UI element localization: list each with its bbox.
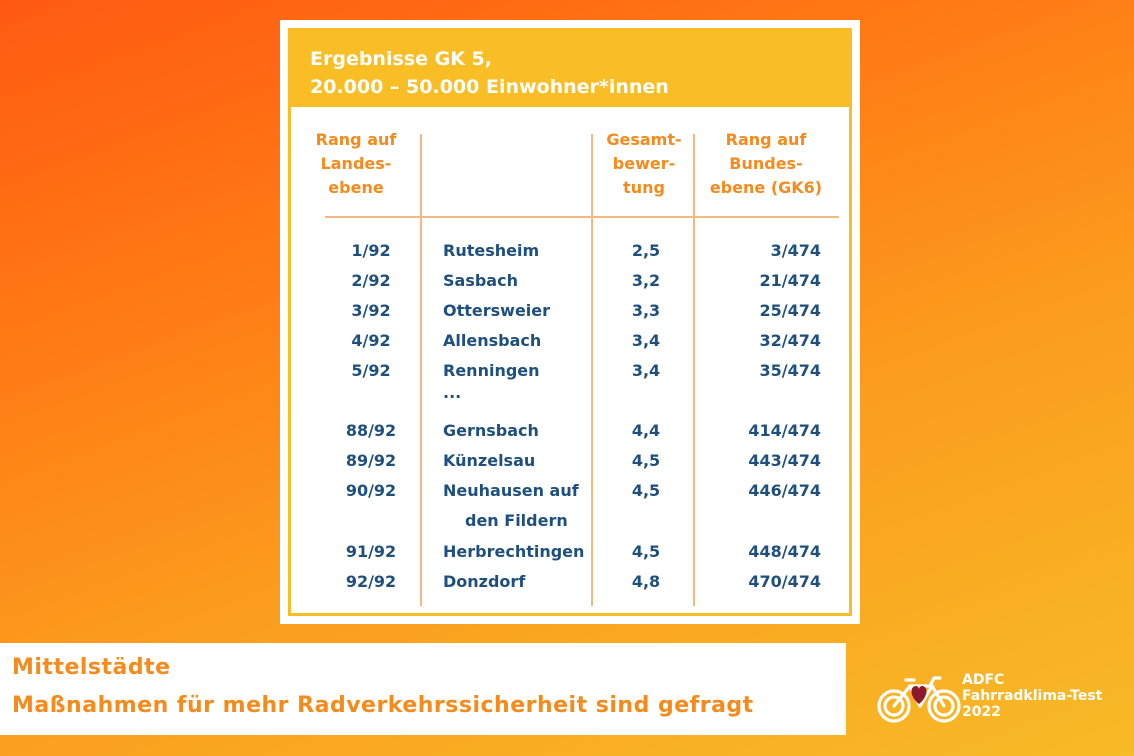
score: 3,3 [631, 301, 661, 320]
city-name: Renningen [443, 361, 540, 380]
score: 3,2 [631, 271, 661, 290]
city-name: Allensbach [443, 331, 542, 350]
rank-state: 92/92 [345, 572, 397, 591]
rank-state: 91/92 [345, 542, 397, 561]
rank-federal: 21/474 [759, 271, 821, 290]
results-card-inner: Ergebnisse GK 5, 20.000 – 50.000 Einwohn… [288, 28, 852, 616]
omitted-rows-ellipsis: ... [443, 383, 462, 402]
score: 4,5 [631, 481, 661, 500]
rank-state: 90/92 [345, 481, 397, 500]
table-title-line1: Ergebnisse GK 5, [310, 48, 492, 70]
score: 3,4 [631, 331, 661, 350]
rank-federal: 443/474 [748, 451, 821, 470]
rank-state: 5/92 [351, 361, 391, 380]
score: 4,5 [631, 542, 661, 561]
table-row: 3/92 Ottersweier 3,3 25/474 [291, 296, 849, 326]
rank-state: 89/92 [345, 451, 397, 470]
rank-federal: 414/474 [748, 421, 821, 440]
table-row: 1/92 Rutesheim 2,5 3/474 [291, 236, 849, 266]
results-card: Ergebnisse GK 5, 20.000 – 50.000 Einwohn… [280, 20, 860, 624]
table-row: 89/92 Künzelsau 4,5 443/474 [291, 446, 849, 476]
rank-federal: 35/474 [759, 361, 821, 380]
column-divider-2 [591, 134, 593, 606]
table-title-line2: 20.000 – 50.000 Einwohner*innen [310, 76, 669, 98]
city-name-continued: den Fildern [465, 511, 568, 530]
city-name: Sasbach [443, 271, 518, 290]
rank-federal: 470/474 [748, 572, 821, 591]
city-name: Künzelsau [443, 451, 536, 470]
brand-line1: ADFC [962, 672, 1005, 688]
rank-state: 3/92 [351, 301, 391, 320]
table-row: 4/92 Allensbach 3,4 32/474 [291, 326, 849, 356]
rank-state: 2/92 [351, 271, 391, 290]
score: 4,5 [631, 451, 661, 470]
score: 2,5 [631, 241, 661, 260]
table-row: 88/92 Gernsbach 4,4 414/474 [291, 416, 849, 446]
header-rank-state: Rang auf Landes- ebene [315, 130, 397, 197]
brand-text: ADFC Fahrradklima-Test 2022 [962, 672, 1102, 720]
brand-line2: Fahrradklima-Test [962, 688, 1103, 704]
rank-state: 1/92 [351, 241, 391, 260]
caption-box: Mittelstädte Maßnahmen für mehr Radverke… [0, 643, 846, 735]
caption-title: Mittelstädte [12, 655, 171, 680]
city-name: Neuhausen auf [443, 481, 579, 500]
caption-subtitle: Maßnahmen für mehr Radverkehrssicherheit… [12, 693, 754, 718]
table-row: 90/92 Neuhausen auf den Fildern 4,5 446/… [291, 476, 849, 536]
bicycle-heart-logo-icon [877, 676, 961, 723]
table-row: 91/92 Herbrechtingen 4,5 448/474 [291, 537, 849, 567]
brand-line3: 2022 [962, 704, 1001, 720]
score: 4,4 [631, 421, 661, 440]
score: 4,8 [631, 572, 661, 591]
city-name: Ottersweier [443, 301, 551, 320]
rank-federal: 448/474 [748, 542, 821, 561]
city-name: Donzdorf [443, 572, 526, 591]
score: 3,4 [631, 361, 661, 380]
column-divider-1 [420, 134, 422, 606]
city-name: Herbrechtingen [443, 542, 585, 561]
city-name: Gernsbach [443, 421, 539, 440]
table-title: Ergebnisse GK 5, 20.000 – 50.000 Einwohn… [291, 31, 849, 107]
rank-federal: 32/474 [759, 331, 821, 350]
rank-federal: 3/474 [770, 241, 821, 260]
rank-state: 88/92 [345, 421, 397, 440]
header-score: Gesamt- bewer- tung [606, 130, 682, 197]
table-row: 92/92 Donzdorf 4,8 470/474 [291, 567, 849, 597]
table-row: 2/92 Sasbach 3,2 21/474 [291, 266, 849, 296]
rank-federal: 25/474 [759, 301, 821, 320]
table-row: 5/92 Renningen 3,4 35/474 [291, 356, 849, 386]
column-divider-3 [693, 134, 695, 606]
header-divider [325, 216, 839, 218]
rank-state: 4/92 [351, 331, 391, 350]
city-name: Rutesheim [443, 241, 540, 260]
header-rank-federal: Rang auf Bundes- ebene (GK6) [709, 130, 823, 197]
rank-federal: 446/474 [748, 481, 821, 500]
